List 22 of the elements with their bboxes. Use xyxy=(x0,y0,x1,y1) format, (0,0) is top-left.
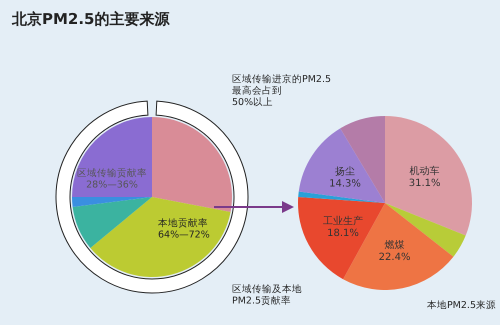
chart-title: 北京PM2.5的主要来源 xyxy=(11,10,170,28)
slice-label: 机动车 xyxy=(410,165,440,178)
slice-label: 工业生产 xyxy=(322,214,363,227)
data-label: 14.3% xyxy=(329,178,361,190)
text: 本地贡献率 64%—72% xyxy=(158,217,210,240)
pie-slice xyxy=(298,128,385,203)
data-label: 22.4% xyxy=(378,252,410,263)
pie-slice xyxy=(385,116,472,236)
pie-slice xyxy=(72,197,152,248)
text: 本地PM2.5来源 xyxy=(426,299,496,311)
text: 区域传输贡献率 28%—36% xyxy=(77,167,147,190)
pie-slice xyxy=(152,117,232,212)
pie-slice xyxy=(90,197,231,277)
slice-label: 燃煤 xyxy=(384,238,405,251)
pie-slice xyxy=(72,117,152,197)
pie-slice xyxy=(72,197,152,208)
pie-slice xyxy=(298,192,385,203)
slice-label: 扬尘 xyxy=(335,166,356,178)
data-label: 18.1% xyxy=(327,228,359,239)
text: 区域传输及本地 PM2.5贡献率 xyxy=(232,283,302,306)
data-label: 31.1% xyxy=(408,178,441,190)
text: 区域传输进京的PM2.5 最高会占到 50%以上 xyxy=(232,73,332,108)
